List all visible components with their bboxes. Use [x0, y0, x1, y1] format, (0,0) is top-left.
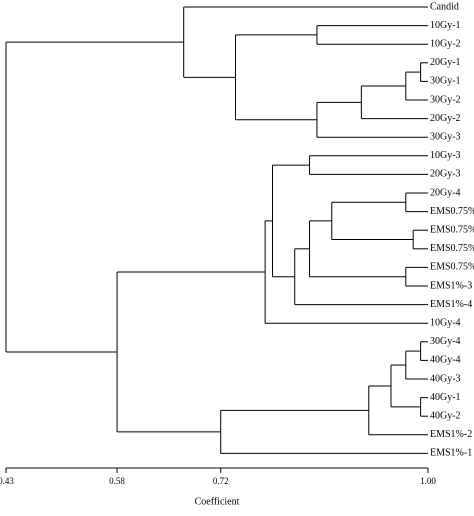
leaf-label: EMS1%-1 [430, 448, 472, 459]
x-tick-label: 0.43 [0, 476, 14, 486]
x-tick-label: 0.72 [213, 476, 229, 486]
leaf-label: Candid [430, 1, 459, 12]
leaf-label: 20Gy-4 [430, 187, 461, 198]
leaf-label: 30Gy-2 [430, 94, 461, 105]
leaf-label: 10Gy-4 [430, 317, 461, 328]
leaf-label: 20Gy-1 [430, 57, 461, 68]
leaf-label: EMS0.75%-4 [430, 243, 474, 254]
x-tick-label: 1.00 [420, 476, 436, 486]
leaf-label: 40Gy-2 [430, 410, 461, 421]
leaf-label: 10Gy-1 [430, 20, 461, 31]
leaf-label: 20Gy-2 [430, 113, 461, 124]
leaf-label: EMS0.75%-2 [430, 262, 474, 273]
leaf-label: EMS0.75%-3 [430, 206, 474, 217]
leaf-label: EMS0.75%-1 [430, 224, 474, 235]
x-tick-label: 0.58 [109, 476, 125, 486]
leaf-label: EMS1%-3 [430, 280, 472, 291]
leaf-label: 20Gy-3 [430, 169, 461, 180]
leaf-label: 10Gy-2 [430, 38, 461, 49]
leaf-label: EMS1%-2 [430, 429, 472, 440]
x-axis-title: Coefficient [195, 496, 240, 507]
leaf-label: 40Gy-1 [430, 392, 461, 403]
leaf-label: 40Gy-3 [430, 373, 461, 384]
leaf-label: 30Gy-1 [430, 76, 461, 87]
leaf-label: 40Gy-4 [430, 355, 461, 366]
leaf-label: 30Gy-4 [430, 336, 461, 347]
leaf-label: 10Gy-3 [430, 150, 461, 161]
leaf-label: 30Gy-3 [430, 131, 461, 142]
leaf-label: EMS1%-4 [430, 299, 472, 310]
